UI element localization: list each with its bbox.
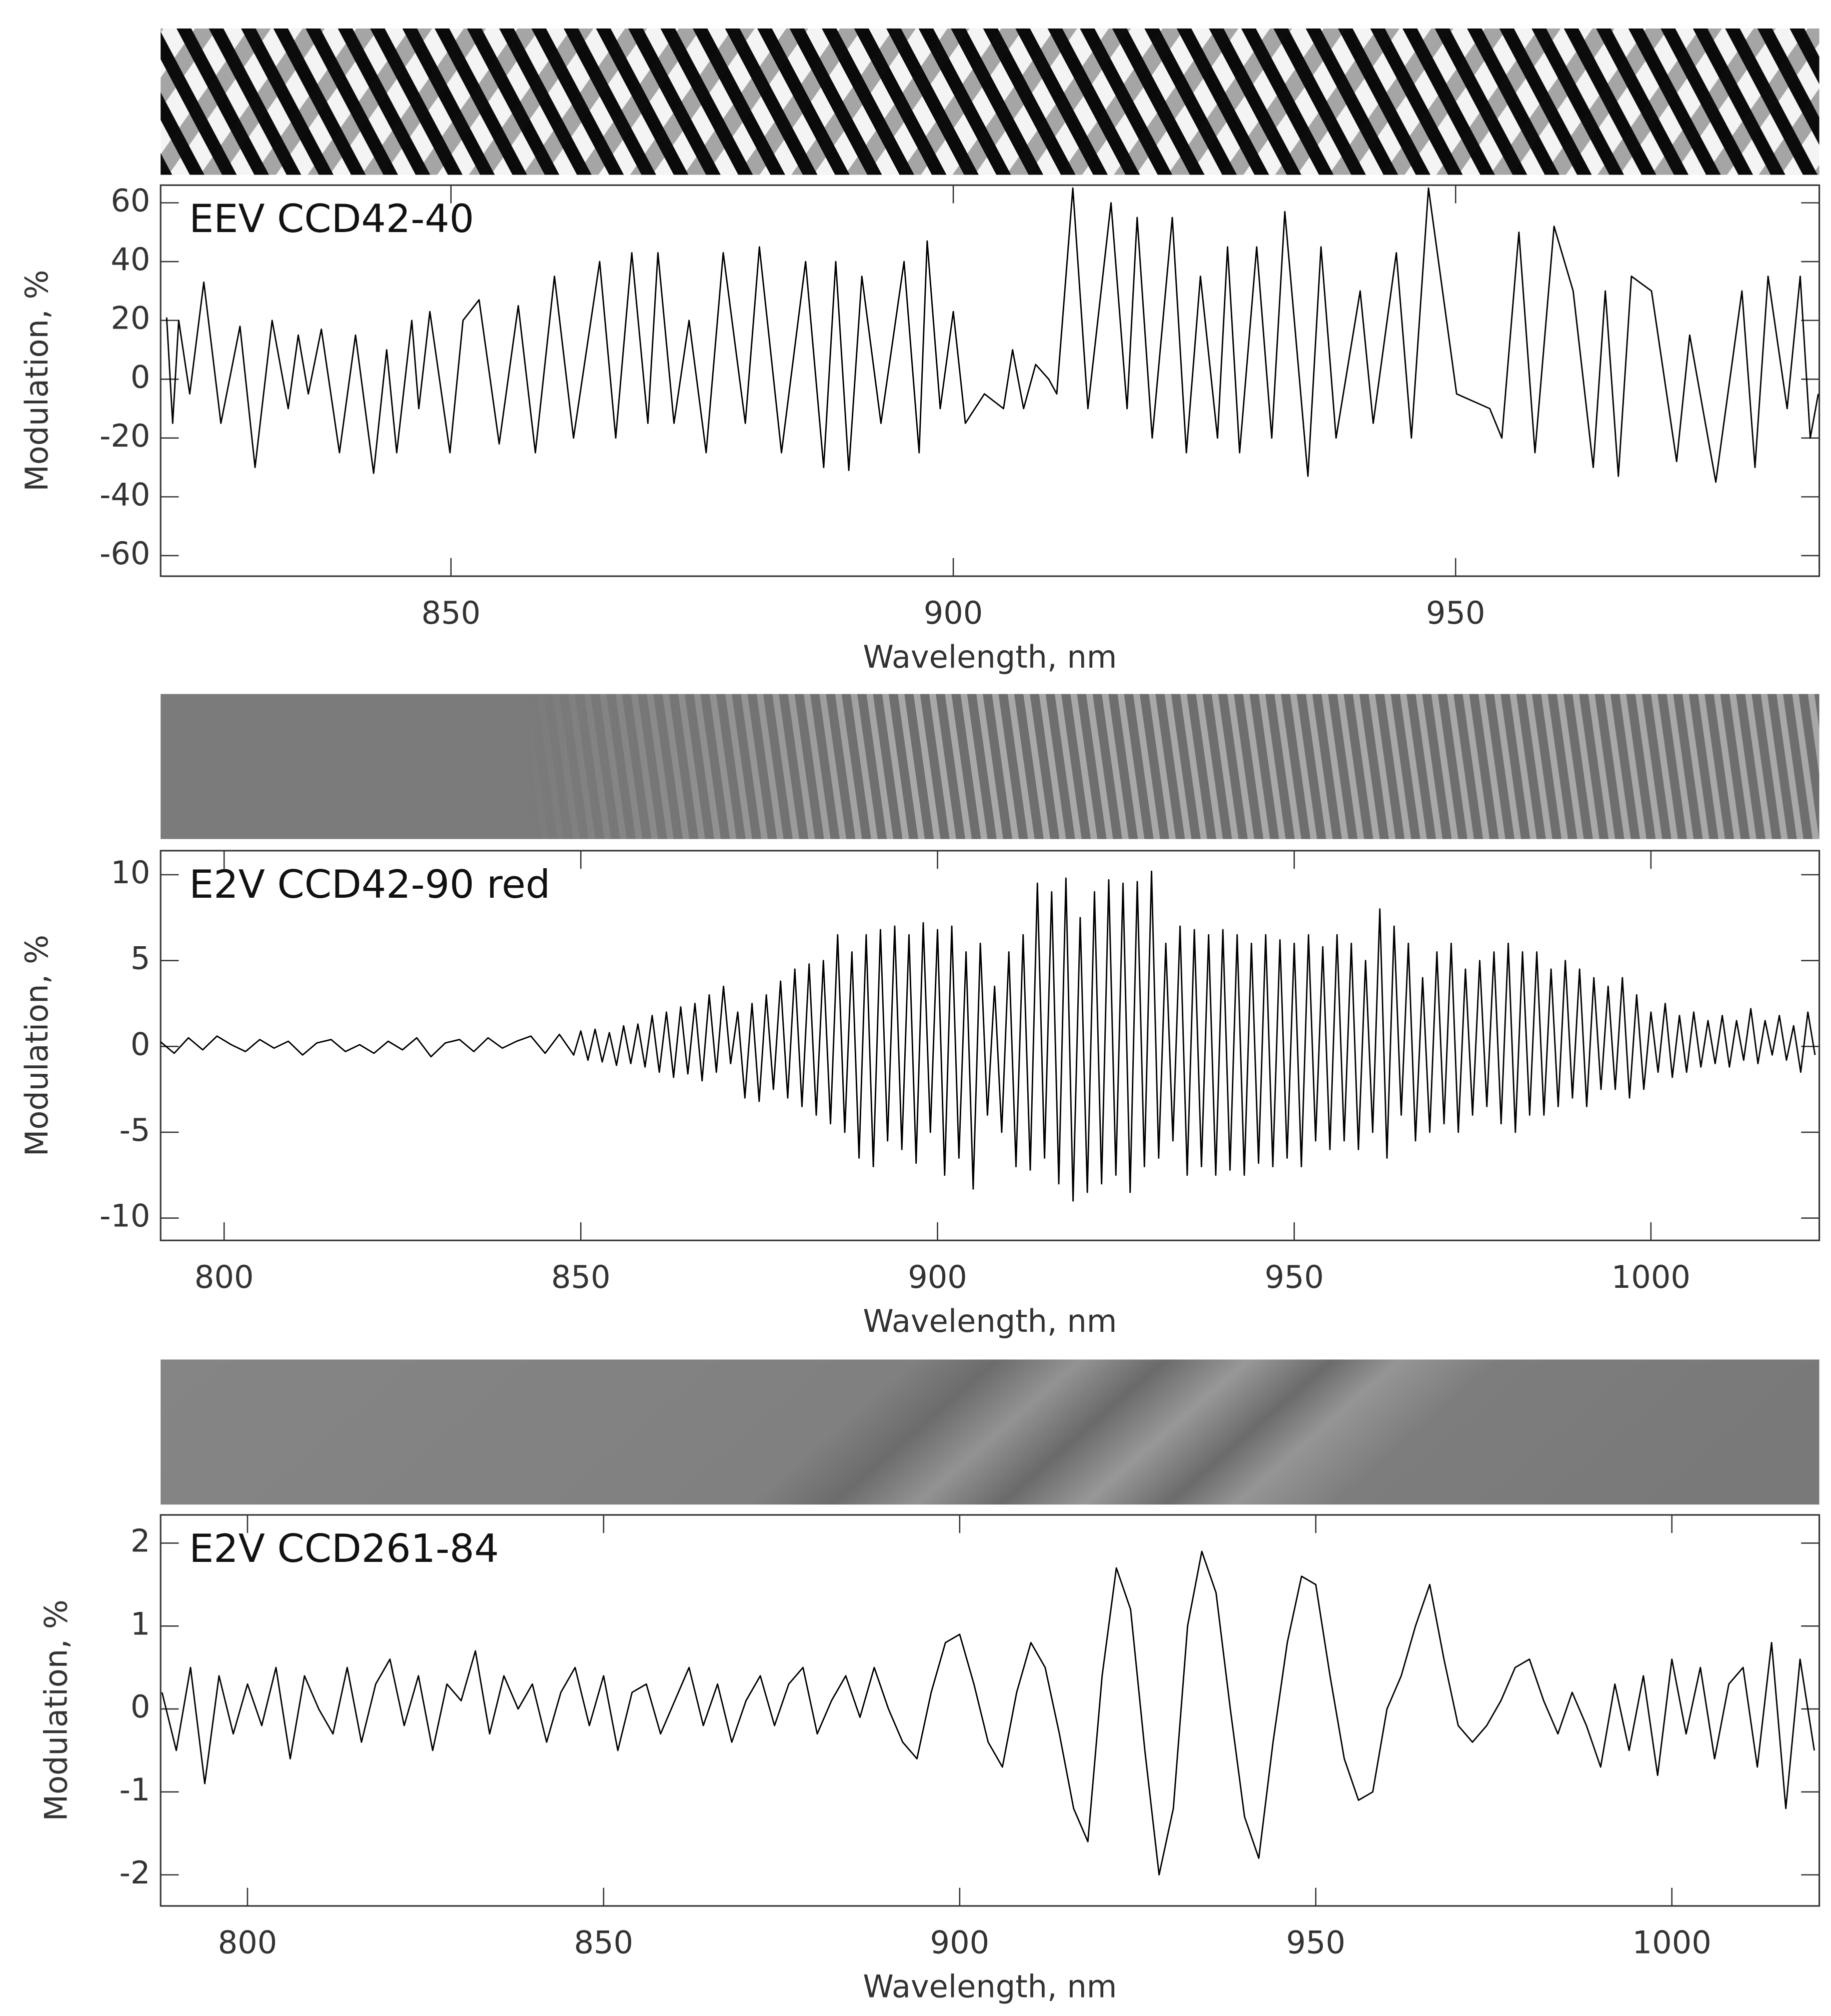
x-tick-label: 850	[551, 1259, 611, 1295]
data-line	[161, 870, 1816, 1202]
x-tick-label: 850	[421, 595, 481, 631]
y-tick-label: 0	[131, 1026, 151, 1062]
y-tick-label: -5	[119, 1112, 150, 1148]
x-tick-label: 950	[1264, 1259, 1324, 1295]
y-tick-label: 5	[131, 940, 151, 977]
y-tick-label: -20	[100, 418, 150, 454]
x-tick-label: 1000	[1632, 1924, 1711, 1961]
x-tick-label: 800	[195, 1259, 254, 1295]
y-axis-title: Modulation, %	[38, 1599, 75, 1821]
y-tick-label: 2	[131, 1523, 151, 1559]
x-tick-label: 950	[1286, 1924, 1346, 1961]
x-axis-title: Wavelength, nm	[863, 1968, 1117, 2005]
plot-frame	[160, 1514, 1820, 1907]
fringe-image	[161, 694, 1819, 839]
x-axis-title: Wavelength, nm	[863, 1303, 1117, 1339]
x-axis-title: Wavelength, nm	[863, 639, 1117, 675]
y-tick-label: 60	[111, 183, 150, 219]
data-line	[166, 187, 1819, 483]
x-tick-label: 900	[924, 595, 983, 631]
y-axis-title: Modulation, %	[19, 270, 55, 492]
plot-frame	[160, 850, 1820, 1241]
y-tick-label: 1	[131, 1605, 151, 1642]
y-tick-label: -1	[119, 1771, 150, 1808]
annotation: E2V CCD42-90 red	[189, 862, 550, 907]
y-tick-label: -40	[100, 476, 150, 513]
y-tick-label: -10	[100, 1198, 150, 1234]
fringe-image	[161, 1359, 1819, 1505]
x-tick-label: 900	[930, 1924, 990, 1961]
annotation: EEV CCD42-40	[189, 197, 474, 242]
x-tick-label: 900	[908, 1259, 967, 1295]
data-line	[161, 1550, 1815, 1876]
y-tick-label: 20	[111, 300, 150, 337]
x-tick-label: 800	[218, 1924, 278, 1961]
plot-frame	[160, 184, 1820, 577]
x-tick-label: 950	[1426, 595, 1485, 631]
y-tick-label: -2	[119, 1854, 150, 1891]
x-tick-label: 1000	[1611, 1259, 1690, 1295]
fringe-image	[161, 28, 1819, 175]
y-tick-label: 10	[111, 854, 150, 891]
y-tick-label: 0	[131, 1688, 151, 1725]
y-axis-title: Modulation, %	[19, 935, 55, 1156]
annotation: E2V CCD261-84	[189, 1526, 499, 1571]
y-tick-label: 0	[131, 359, 151, 395]
y-tick-label: -60	[100, 535, 150, 572]
y-tick-label: 40	[111, 241, 150, 278]
x-tick-label: 850	[574, 1924, 634, 1961]
